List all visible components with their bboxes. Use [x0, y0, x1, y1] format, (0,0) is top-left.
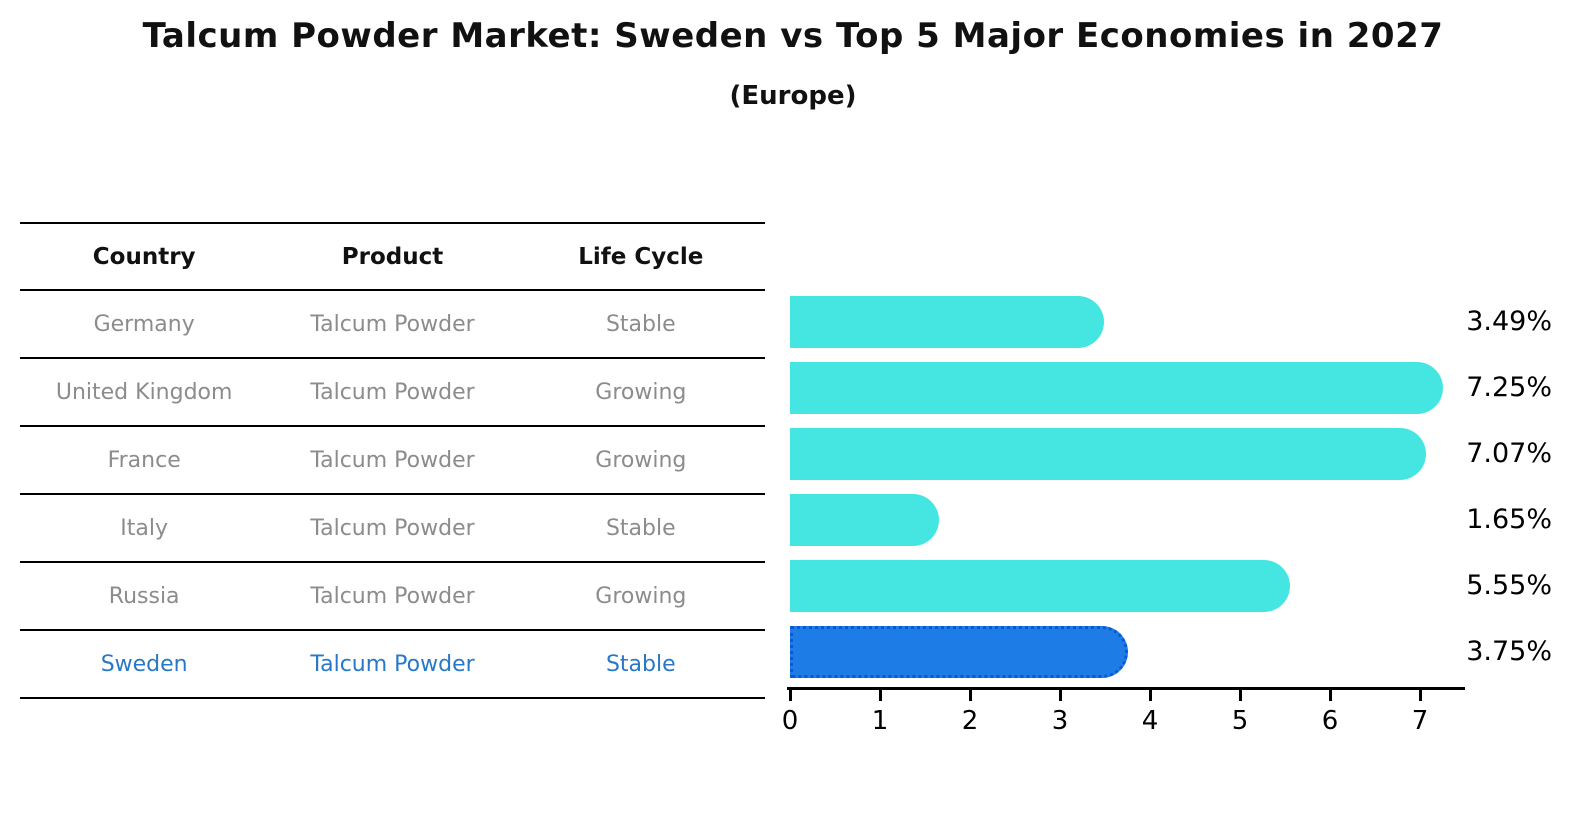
bar-value-label: 7.25% [1466, 372, 1552, 403]
column-header-product: Product [341, 243, 444, 270]
cell-product: Talcum Powder [310, 651, 475, 677]
cell-product: Talcum Powder [310, 583, 475, 609]
x-axis-tick-label: 0 [781, 706, 799, 736]
cell-country: France [107, 447, 181, 473]
bar-sweden [790, 626, 1128, 678]
chart-subtitle: (Europe) [729, 81, 857, 111]
cell-lifecycle: Stable [605, 311, 676, 337]
x-axis-tick [788, 690, 792, 701]
x-axis-tick-label: 7 [1411, 706, 1429, 736]
cell-country: Sweden [100, 651, 188, 677]
x-axis-tick [878, 690, 882, 701]
x-axis-tick-label: 4 [1141, 706, 1159, 736]
cell-lifecycle: Stable [605, 515, 676, 541]
cell-country: United Kingdom [55, 379, 233, 405]
x-axis-tick-label: 6 [1321, 706, 1339, 736]
column-header-lifecycle: Life Cycle [578, 243, 704, 270]
bar-italy [790, 494, 939, 546]
cell-product: Talcum Powder [310, 379, 475, 405]
table-row-sweden: Sweden Talcum Powder Stable [20, 631, 765, 699]
x-axis-tick-label: 2 [961, 706, 979, 736]
x-axis-tick-label: 5 [1231, 706, 1249, 736]
bar-value-label: 7.07% [1466, 438, 1552, 469]
bar-value-label: 1.65% [1466, 504, 1552, 535]
country-table: Country Product Life Cycle Germany Talcu… [20, 222, 765, 699]
x-axis-line [787, 687, 1465, 690]
cell-lifecycle: Growing [595, 379, 687, 405]
x-axis-tick [1418, 690, 1422, 701]
x-axis-tick [968, 690, 972, 701]
table-row-germany: Germany Talcum Powder Stable [20, 291, 765, 359]
bar-united-kingdom [790, 362, 1443, 414]
x-axis-tick [1058, 690, 1062, 701]
column-header-country: Country [92, 243, 196, 270]
x-axis-tick [1238, 690, 1242, 701]
cell-lifecycle: Growing [595, 583, 687, 609]
bar-value-label: 5.55% [1466, 570, 1552, 601]
table-row-united-kingdom: United Kingdom Talcum Powder Growing [20, 359, 765, 427]
table-row-france: France Talcum Powder Growing [20, 427, 765, 495]
table-header-row: Country Product Life Cycle [20, 224, 765, 291]
bar-value-label: 3.75% [1466, 636, 1552, 667]
cell-product: Talcum Powder [310, 515, 475, 541]
x-axis-tick [1148, 690, 1152, 701]
cell-product: Talcum Powder [310, 447, 475, 473]
bar-germany [790, 296, 1105, 348]
x-axis-tick-label: 1 [871, 706, 889, 736]
bar-value-label: 3.49% [1466, 306, 1552, 337]
cell-product: Talcum Powder [310, 311, 475, 337]
table-row-russia: Russia Talcum Powder Growing [20, 563, 765, 631]
cell-country: Germany [93, 311, 195, 337]
cell-country: Russia [108, 583, 180, 609]
chart-title: Talcum Powder Market: Sweden vs Top 5 Ma… [142, 16, 1444, 56]
cell-country: Italy [120, 515, 169, 541]
cell-lifecycle: Stable [605, 651, 676, 677]
table-row-italy: Italy Talcum Powder Stable [20, 495, 765, 563]
bar-russia [790, 560, 1290, 612]
bar-france [790, 428, 1427, 480]
x-axis-tick-label: 3 [1051, 706, 1069, 736]
x-axis-tick [1328, 690, 1332, 701]
cell-lifecycle: Growing [595, 447, 687, 473]
